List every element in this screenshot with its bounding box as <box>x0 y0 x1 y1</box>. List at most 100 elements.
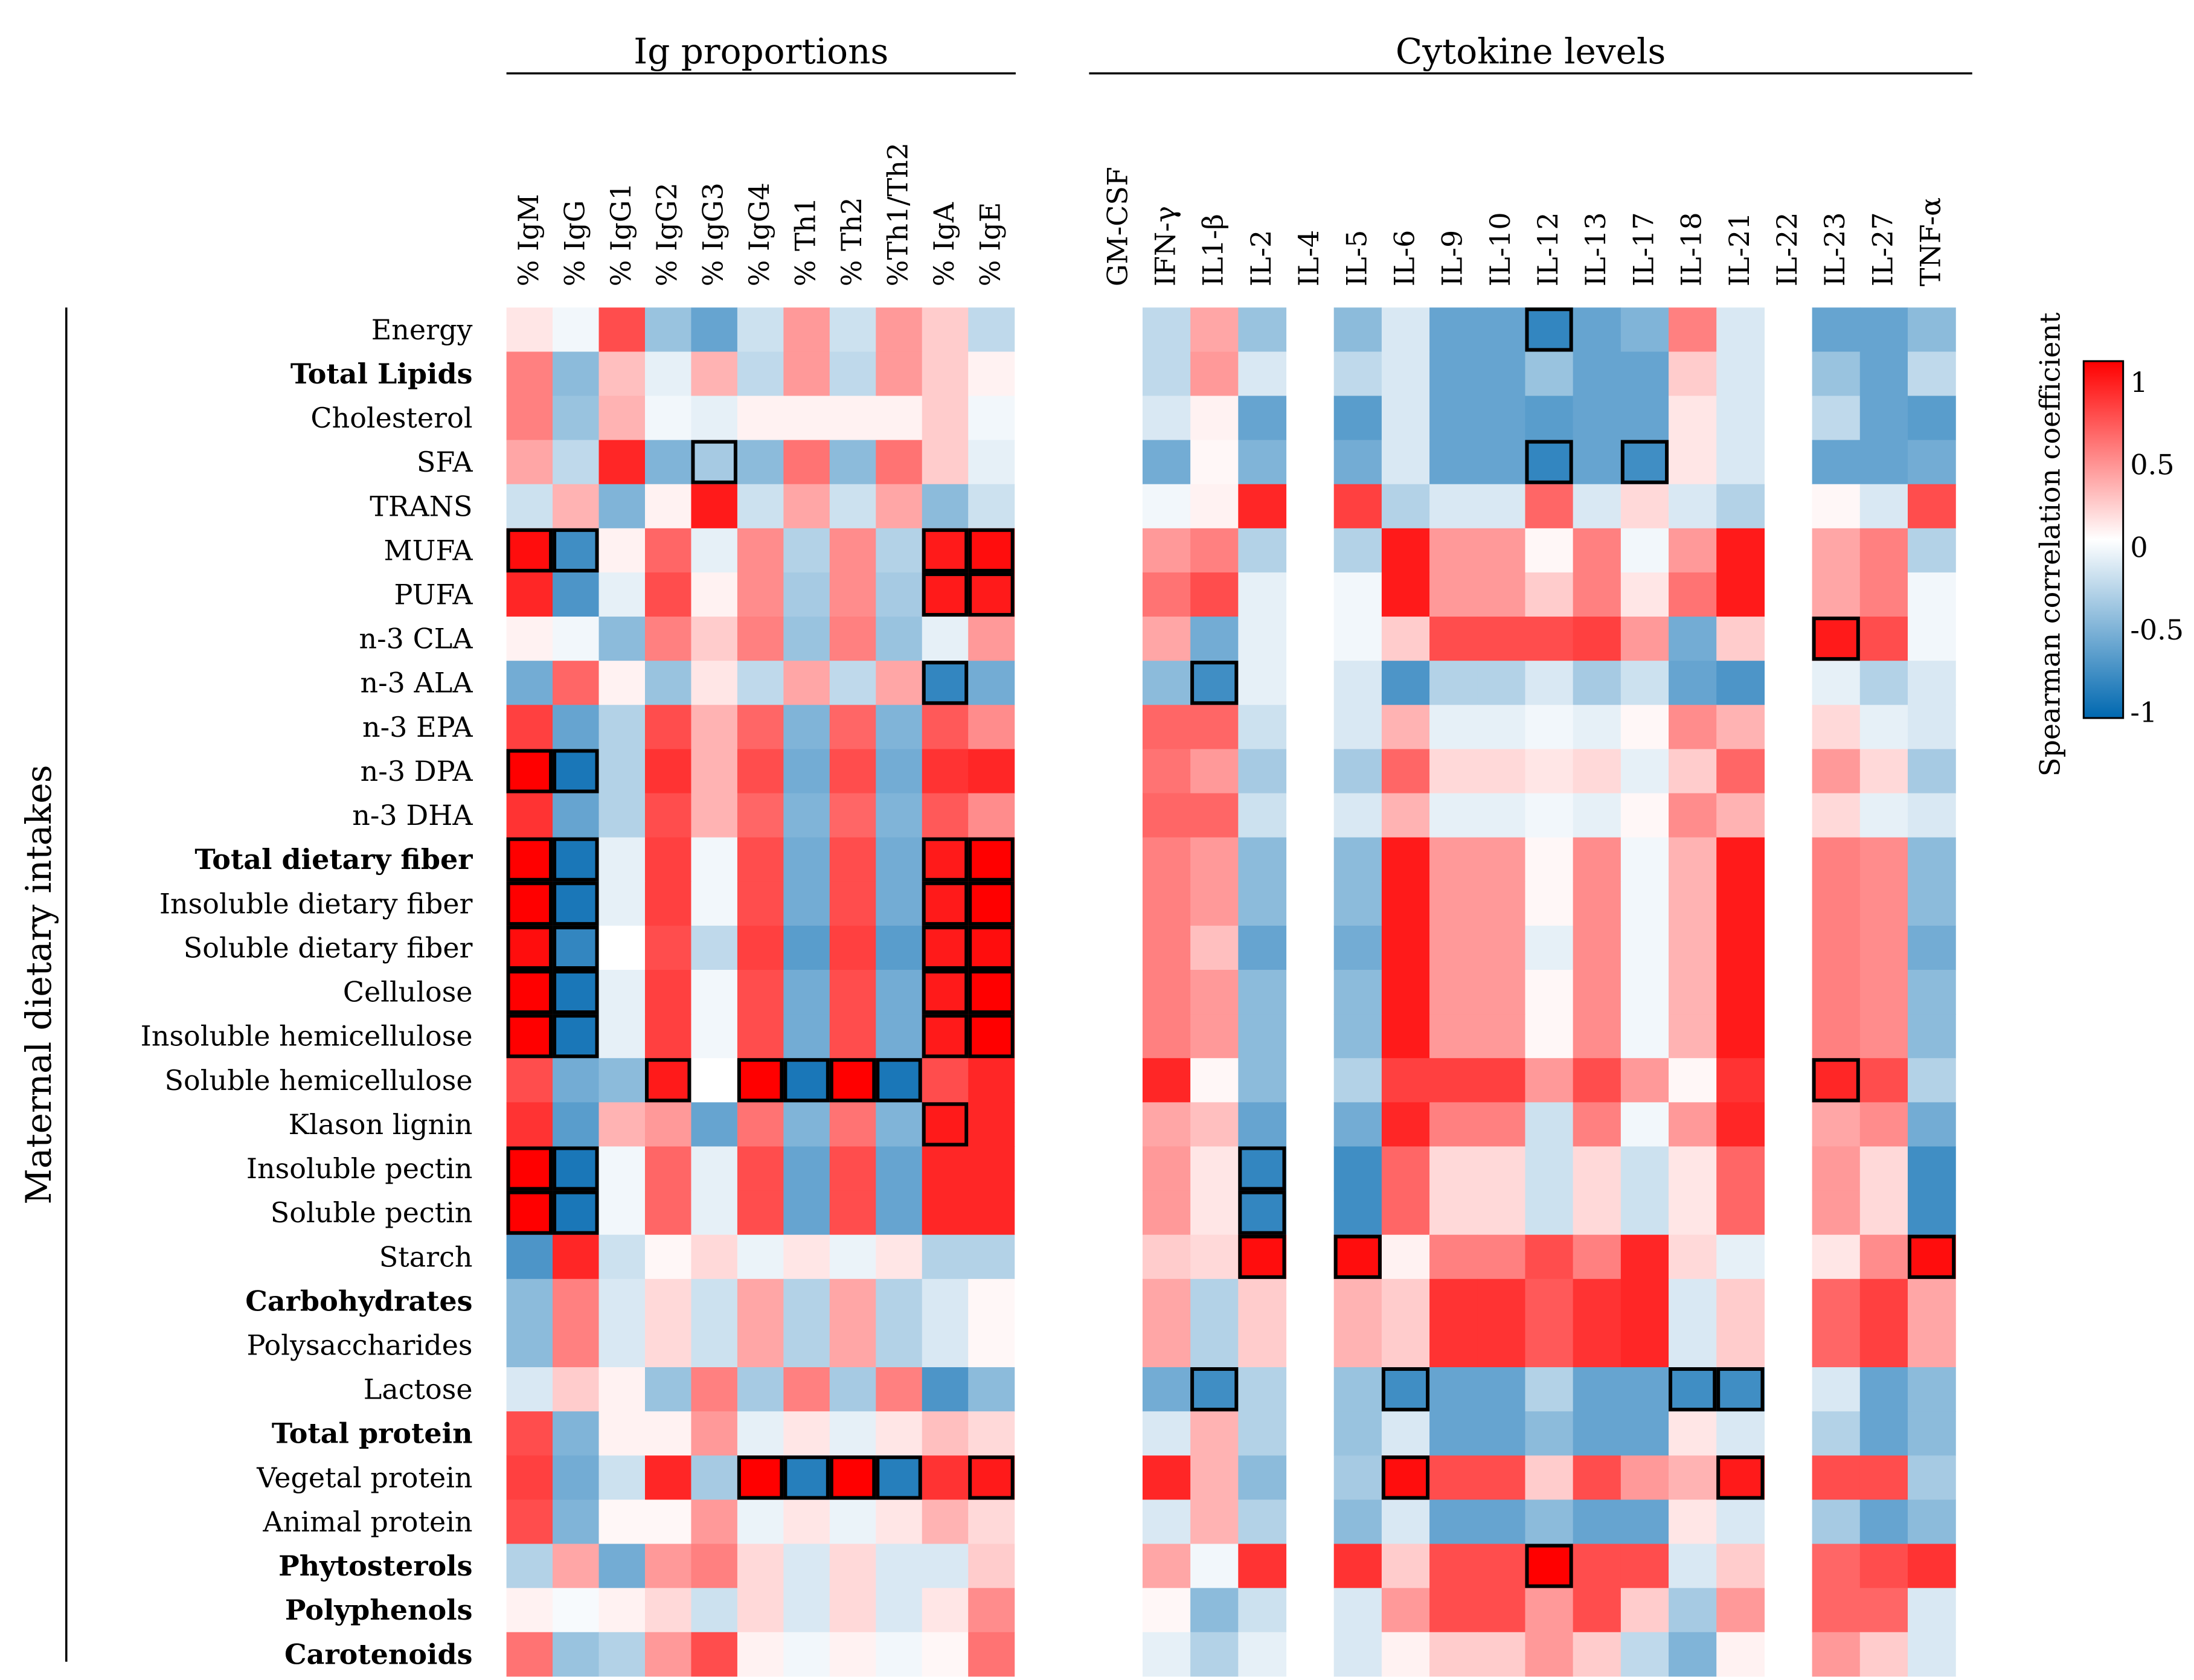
heatmap-cell <box>691 705 738 750</box>
heatmap-cell <box>691 970 738 1015</box>
heatmap-cell <box>691 793 738 838</box>
heatmap-cell <box>1573 1411 1621 1456</box>
heatmap-cell <box>1429 1367 1478 1412</box>
heatmap-cell <box>1525 1544 1574 1589</box>
significant-cell-outline <box>506 925 553 970</box>
heatmap-cell <box>737 1146 784 1191</box>
heatmap-cell <box>506 925 553 970</box>
heatmap-cell <box>1620 1190 1669 1236</box>
heatmap-cell <box>644 1632 692 1677</box>
heatmap-cell <box>553 617 600 661</box>
heatmap-cell <box>1859 1102 1908 1147</box>
heatmap-cell <box>1429 396 1478 441</box>
heatmap-cell <box>598 484 646 529</box>
heatmap-cell <box>1381 1588 1430 1633</box>
heatmap-cell <box>1238 1323 1287 1368</box>
heatmap-cell <box>1477 1323 1526 1368</box>
heatmap-cell <box>644 925 692 970</box>
heatmap-cell <box>598 1058 646 1103</box>
heatmap-cell <box>553 1544 600 1589</box>
heatmap-cell <box>506 1367 553 1412</box>
heatmap-cell <box>1429 484 1478 529</box>
heatmap-cell <box>968 1544 1015 1589</box>
heatmap-cell <box>1333 1102 1382 1147</box>
heatmap-cell <box>1812 705 1861 750</box>
heatmap-cell <box>1812 617 1861 661</box>
heatmap-cell <box>876 1367 923 1412</box>
heatmap-cell <box>1907 351 1956 397</box>
heatmap-cell <box>1190 1411 1239 1456</box>
heatmap-cell <box>1859 837 1908 882</box>
heatmap-cell <box>1812 1058 1861 1103</box>
column-label: IL-27 <box>1866 212 1899 286</box>
heatmap-cell <box>737 1190 784 1236</box>
heatmap-cell <box>1812 837 1861 882</box>
heatmap-cell <box>1238 881 1287 926</box>
heatmap-cell <box>1142 749 1191 794</box>
significant-cell-outline <box>1716 1367 1765 1412</box>
significant-cell-outline <box>922 572 969 617</box>
row-label: Cholesterol <box>310 402 472 434</box>
heatmap-cell <box>1429 572 1478 617</box>
heatmap-cell <box>1859 793 1908 838</box>
heatmap-cell <box>553 705 600 750</box>
significant-cell-outline <box>876 1058 922 1103</box>
heatmap-cell <box>1907 1588 1956 1633</box>
heatmap-cell <box>1477 1234 1526 1280</box>
heatmap-cell <box>553 837 600 882</box>
heatmap-cell <box>691 1014 738 1059</box>
cytokine-levels-heatmap <box>1142 307 1956 1677</box>
heatmap-cell <box>968 1455 1015 1501</box>
heatmap-cell <box>1381 1411 1430 1456</box>
heatmap-cell <box>1525 793 1574 838</box>
heatmap-cell <box>876 440 923 485</box>
heatmap-cell <box>1142 1278 1191 1324</box>
column-label: IL-5 <box>1340 230 1373 287</box>
heatmap-cell <box>691 617 738 661</box>
heatmap-cell <box>644 705 692 750</box>
heatmap-cell <box>876 1278 923 1324</box>
row-label: Carbohydrates <box>245 1284 472 1317</box>
heatmap-cell <box>1381 484 1430 529</box>
heatmap-cell <box>1333 1278 1382 1324</box>
heatmap-cell <box>1859 1367 1908 1412</box>
heatmap-cell <box>1381 396 1430 441</box>
heatmap-cell <box>1381 572 1430 617</box>
heatmap-cell <box>922 1102 969 1147</box>
significant-cell-outline <box>1907 1234 1956 1279</box>
heatmap-cell <box>1812 396 1861 441</box>
heatmap-cell <box>506 881 553 926</box>
heatmap-cell <box>1907 1058 1956 1103</box>
heatmap-cell <box>644 617 692 661</box>
heatmap-cell <box>737 440 784 485</box>
significant-cell-outline <box>1333 1234 1382 1279</box>
column-label: % Th2 <box>835 197 868 286</box>
heatmap-cell <box>1669 1588 1717 1633</box>
heatmap-cell <box>1716 1278 1765 1324</box>
heatmap-cell <box>506 1455 553 1501</box>
heatmap-cell <box>922 1632 969 1677</box>
heatmap-cell <box>1333 881 1382 926</box>
heatmap-cell <box>1238 1234 1287 1280</box>
heatmap-cell <box>1381 837 1430 882</box>
heatmap-cell <box>1381 1014 1430 1059</box>
heatmap-cell <box>1812 1146 1861 1191</box>
heatmap-cell <box>1190 1323 1239 1368</box>
heatmap-cell <box>1477 440 1526 485</box>
heatmap-cell <box>1381 925 1430 970</box>
heatmap-cell <box>737 1411 784 1456</box>
heatmap-cell <box>829 1190 876 1236</box>
heatmap-cell <box>829 307 876 352</box>
heatmap-cell <box>1333 396 1382 441</box>
heatmap-cell <box>1907 396 1956 441</box>
heatmap-cell <box>1429 1278 1478 1324</box>
significant-cell-outline <box>1190 1367 1239 1412</box>
heatmap-cell <box>1669 1544 1717 1589</box>
heatmap-cell <box>737 1323 784 1368</box>
heatmap-cell <box>1238 351 1287 397</box>
heatmap-cell <box>783 1588 830 1633</box>
heatmap-cell <box>968 484 1015 529</box>
heatmap-cell <box>1716 925 1765 970</box>
heatmap-cell <box>598 1367 646 1412</box>
